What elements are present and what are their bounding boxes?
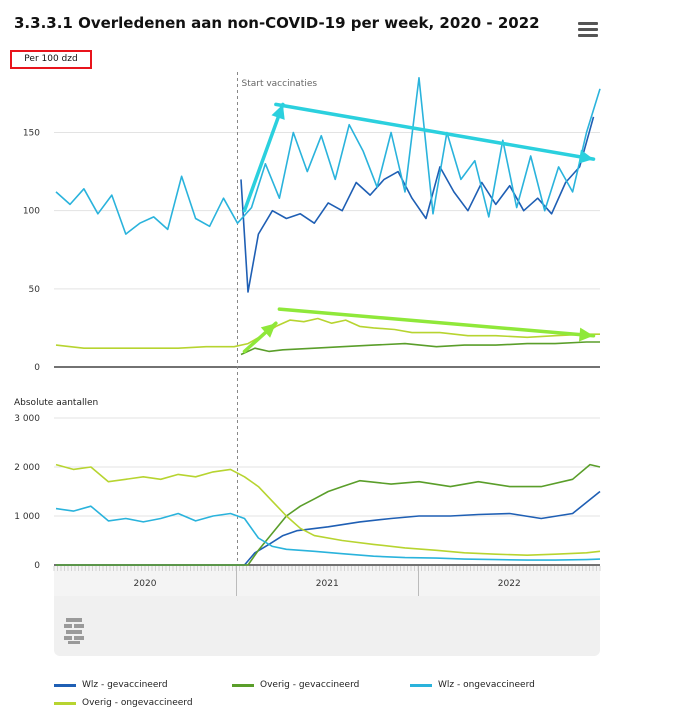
legend-swatch	[54, 683, 76, 687]
y-tick-label: 50	[29, 285, 41, 295]
trend-arrow-head	[578, 149, 594, 164]
x-tick-label: 2022	[498, 579, 521, 589]
legend: Wlz - gevaccineerd Overig - gevaccineerd…	[54, 676, 654, 716]
legend-label: Wlz - ongevaccineerd	[438, 680, 535, 690]
legend-item-overig-gevaccineerd[interactable]: Overig - gevaccineerd	[232, 680, 359, 690]
y-tick-label: 100	[23, 207, 40, 217]
series-line-wlz-gevaccineerd	[56, 490, 601, 566]
hamburger-menu-icon[interactable]	[578, 22, 598, 38]
series-line-overig-ongevaccineerd	[55, 463, 601, 557]
y-tick-label: 1 000	[14, 512, 40, 522]
legend-item-overig-ongevaccineerd[interactable]: Overig - ongevaccineerd	[54, 698, 193, 708]
y-tick-label: 0	[34, 561, 40, 571]
bottom-ylabel: Absolute aantallen	[14, 398, 98, 408]
annotation-start-vaccinaties: Start vaccinaties	[241, 79, 317, 89]
trend-arrow-head	[271, 104, 285, 120]
trend-arrow-shaft	[277, 307, 596, 338]
series-line-overig-ongevaccineerd	[55, 317, 600, 350]
top-ylabel-badge: Per 100 dzd	[10, 50, 92, 69]
legend-swatch	[410, 683, 432, 687]
series-line-wlz-ongevaccineerd	[55, 77, 601, 235]
y-tick-label: 3 000	[14, 414, 40, 424]
trend-arrow-shaft	[274, 102, 596, 161]
trend-arrow-shaft	[242, 102, 285, 213]
series-line-wlz-ongevaccineerd	[55, 505, 601, 561]
legend-label: Overig - ongevaccineerd	[82, 698, 193, 708]
series-line-wlz-gevaccineerd	[240, 116, 595, 293]
cbs-logo-icon	[64, 618, 84, 644]
legend-item-wlz-ongevaccineerd[interactable]: Wlz - ongevaccineerd	[410, 680, 535, 690]
legend-swatch	[232, 683, 254, 687]
y-tick-label: 2 000	[14, 463, 40, 473]
chart-title: 3.3.3.1 Overledenen aan non-COVID-19 per…	[14, 14, 540, 32]
series-line-overig-gevaccineerd	[240, 341, 600, 356]
x-tick-label: 2020	[134, 579, 157, 589]
trend-arrow-head	[579, 327, 594, 342]
x-tick-label: 2021	[316, 579, 339, 589]
legend-item-wlz-gevaccineerd[interactable]: Wlz - gevaccineerd	[54, 680, 168, 690]
y-tick-label: 150	[23, 129, 40, 139]
trend-arrow-head	[260, 323, 276, 338]
legend-swatch	[54, 701, 76, 705]
legend-label: Overig - gevaccineerd	[260, 680, 360, 690]
y-tick-label: 0	[34, 363, 40, 373]
legend-label: Wlz - gevaccineerd	[82, 680, 168, 690]
series-line-overig-gevaccineerd	[56, 463, 601, 566]
